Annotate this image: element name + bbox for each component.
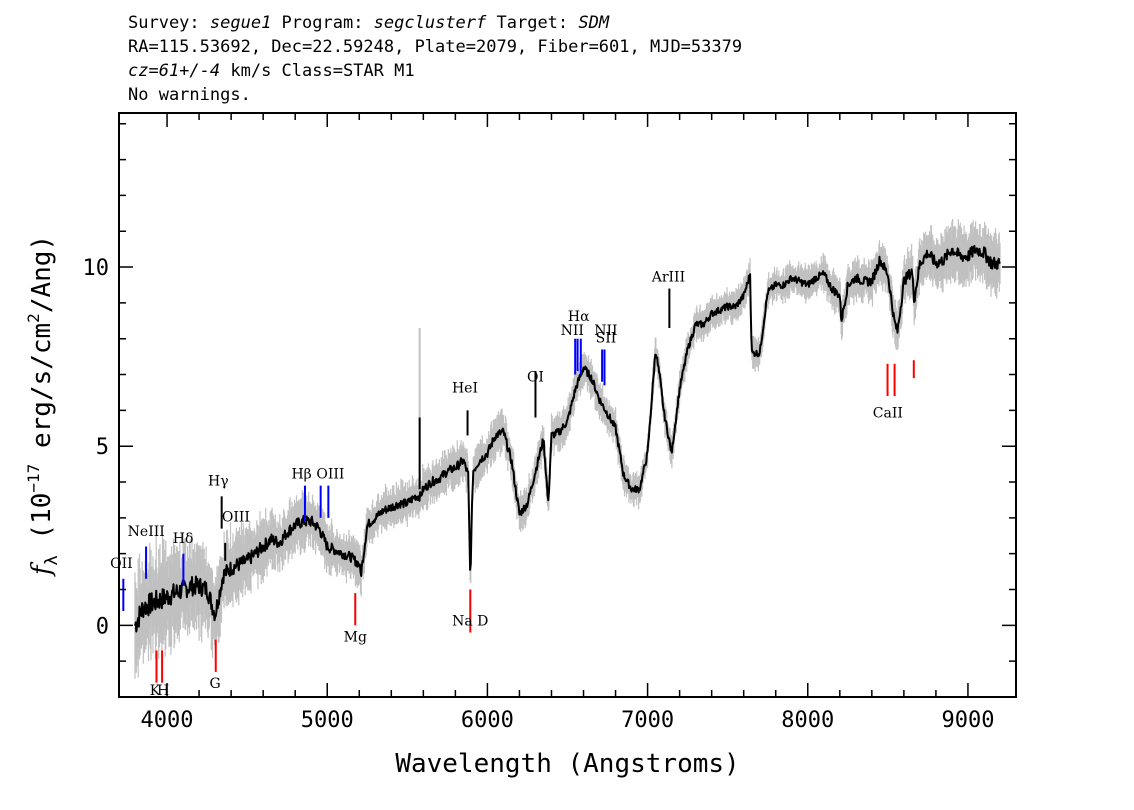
emission-line-label: OII	[110, 556, 133, 572]
emission-line-label: HeI	[452, 380, 478, 396]
emission-line-label: OI	[527, 370, 544, 386]
error-band-path	[134, 219, 1001, 679]
emission-line-label: NII	[594, 323, 617, 339]
y-tick-label: 0	[96, 614, 109, 639]
x-tick-label: 7000	[621, 708, 674, 733]
emission-line-label: OIII	[316, 466, 344, 482]
flux-series	[134, 244, 1001, 633]
error-band	[134, 219, 1001, 679]
absorption-line-label: Mg	[344, 629, 367, 645]
x-tick-label: 9000	[941, 708, 994, 733]
emission-line-label: Hβ	[291, 466, 311, 482]
tick-marks	[119, 113, 1016, 698]
header-line-1: Survey: segue1 Program: segclusterf Targ…	[128, 13, 610, 33]
flux-line	[134, 244, 1001, 633]
header-line-2: RA=115.53692, Dec=22.59248, Plate=2079, …	[128, 37, 743, 57]
x-axis-label: Wavelength (Angstroms)	[395, 749, 739, 779]
header-line-3: cz=61+/-4 km/s Class=STAR M1	[128, 61, 415, 81]
axis-ticks: 4000 5000 6000 7000 8000 9000 0 5 10	[83, 113, 1016, 733]
emission-line-label: ArIII	[651, 269, 685, 285]
emission-line-label: NII	[561, 323, 584, 339]
x-tick-label: 5000	[301, 708, 354, 733]
absorption-line-label: H	[157, 683, 169, 699]
emission-line-label: Hδ	[173, 531, 194, 547]
y-tick-label: 5	[96, 435, 109, 460]
emission-line-label: OIII	[222, 509, 250, 525]
x-tick-label: 6000	[461, 708, 514, 733]
emission-line-label: SII	[596, 330, 617, 346]
header-line-4: No warnings.	[128, 85, 251, 105]
absorption-line-label: CaII	[873, 406, 903, 422]
y-tick-label: 10	[83, 256, 110, 281]
emission-line-label: Hα	[568, 309, 590, 325]
x-tick-label: 4000	[141, 708, 194, 733]
emission-line-label: Hγ	[208, 474, 229, 490]
y-axis-label: fλ (10−17 erg/s/cm2/Ang)	[24, 235, 62, 577]
absorption-line-label: G	[210, 676, 221, 692]
plot-frame	[118, 112, 1017, 698]
emission-line-label: NeIII	[128, 524, 165, 540]
absorption-line-label: K	[150, 683, 161, 699]
absorption-line-label: Na D	[452, 613, 488, 629]
x-tick-label: 8000	[781, 708, 834, 733]
